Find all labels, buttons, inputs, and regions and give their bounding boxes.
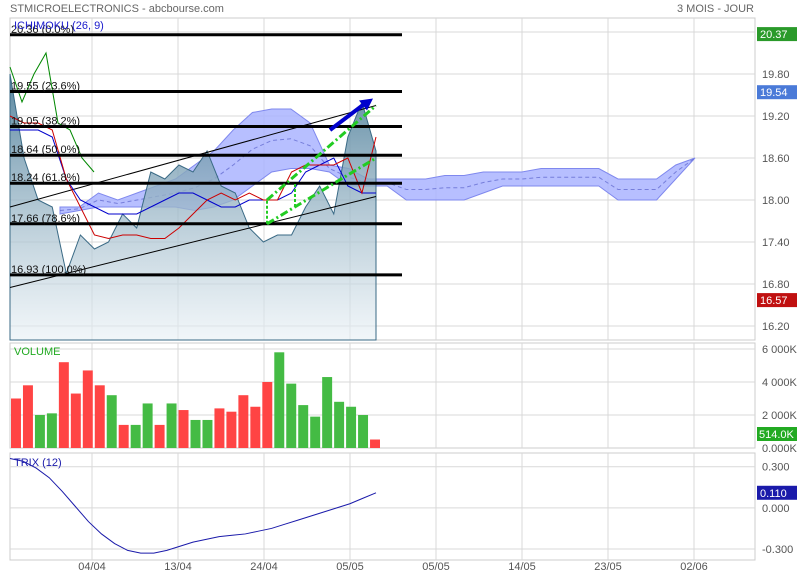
ichimoku-title: ICHIMOKU (26, 9) bbox=[14, 20, 104, 32]
volume-bar bbox=[82, 370, 93, 448]
x-axis-tick: 05/05 bbox=[422, 561, 450, 573]
chart-source-title: STMICROELECTRONICS - abcbourse.com bbox=[10, 3, 224, 15]
trix-axis-tick: 0.000 bbox=[762, 503, 790, 515]
x-axis-tick: 23/05 bbox=[594, 561, 622, 573]
x-axis-tick: 13/04 bbox=[164, 561, 192, 573]
volume-bar bbox=[334, 401, 345, 448]
price-tag bbox=[757, 27, 797, 42]
price-axis-tick: 18.00 bbox=[762, 195, 790, 207]
volume-bar bbox=[118, 424, 129, 448]
volume-bar bbox=[346, 406, 357, 448]
trix-tag-label: 0.110 bbox=[760, 488, 787, 500]
volume-bar bbox=[190, 419, 201, 448]
volume-bar bbox=[70, 393, 81, 448]
x-axis-tick: 24/04 bbox=[250, 561, 278, 573]
volume-bar bbox=[274, 352, 285, 448]
fibonacci-label: 17.66 (78.6%) bbox=[11, 213, 80, 225]
trix-tag bbox=[757, 485, 797, 500]
price-tag bbox=[757, 85, 797, 100]
price-axis-tick: 19.80 bbox=[762, 69, 790, 81]
price-axis-tick: 17.40 bbox=[762, 237, 790, 249]
volume-bar bbox=[322, 377, 333, 448]
volume-bar bbox=[370, 439, 380, 448]
green-channel-lower bbox=[266, 156, 377, 226]
x-axis-tick: 02/06 bbox=[680, 561, 708, 573]
volume-bar bbox=[238, 395, 249, 448]
kijun-line bbox=[10, 129, 376, 215]
chart-period-label: 3 MOIS - JOUR bbox=[676, 3, 754, 15]
volume-bar bbox=[250, 406, 261, 448]
price-axis-tick: 18.60 bbox=[762, 153, 790, 165]
volume-bar bbox=[142, 403, 153, 448]
volume-bar bbox=[154, 424, 165, 448]
volume-bar bbox=[34, 415, 45, 448]
trix-panel-frame bbox=[9, 452, 756, 561]
volume-axis-tick: 2 000K bbox=[762, 410, 798, 422]
price-tag-label: 16.57 bbox=[760, 295, 788, 307]
volume-bar bbox=[298, 405, 309, 448]
volume-bar bbox=[178, 410, 189, 448]
fibonacci-label: 16.93 (100.0%) bbox=[11, 264, 86, 276]
volume-bar bbox=[358, 415, 369, 448]
volume-bar bbox=[46, 413, 57, 448]
volume-tag bbox=[757, 427, 797, 441]
trix-axis-tick: -0.300 bbox=[762, 544, 793, 556]
volume-bar bbox=[130, 424, 141, 448]
price-axis-tick: 16.80 bbox=[762, 279, 790, 291]
x-axis-tick: 04/04 bbox=[78, 561, 106, 573]
volume-bar bbox=[94, 385, 105, 448]
volume-bar bbox=[106, 395, 117, 448]
volume-bar bbox=[58, 362, 69, 448]
volume-tag-label: 514.0K bbox=[759, 429, 795, 441]
volume-axis-tick: 6 000K bbox=[762, 344, 798, 356]
volume-bar bbox=[214, 408, 225, 448]
fibonacci-label: 19.55 (23.6%) bbox=[11, 81, 80, 93]
volume-bar bbox=[286, 383, 297, 448]
price-axis-tick: 16.20 bbox=[762, 321, 790, 333]
chikou-line bbox=[9, 51, 95, 173]
fibonacci-label: 18.64 (50.0%) bbox=[11, 144, 80, 156]
volume-bar bbox=[11, 398, 21, 448]
price-tag-label: 20.37 bbox=[760, 29, 788, 41]
x-axis-tick: 14/05 bbox=[508, 561, 536, 573]
trix-line bbox=[9, 457, 377, 554]
volume-bar bbox=[310, 416, 321, 448]
volume-bar bbox=[226, 411, 237, 448]
trend-line-lower bbox=[9, 196, 377, 288]
volume-bar bbox=[22, 385, 33, 448]
trix-title: TRIX (12) bbox=[14, 457, 62, 469]
fibonacci-label: 18.24 (61.8%) bbox=[11, 172, 80, 184]
price-tag-label: 19.54 bbox=[760, 87, 788, 99]
trix-axis-tick: 0.300 bbox=[762, 462, 790, 474]
fibonacci-label: 19.05 (38.2%) bbox=[11, 116, 80, 128]
volume-axis-tick: 0.000K bbox=[762, 443, 798, 455]
blue-arrow-shaft bbox=[328, 101, 367, 132]
volume-bar bbox=[262, 382, 273, 448]
fibonacci-label: 20.36 (0.0%) bbox=[11, 24, 74, 36]
volume-title: VOLUME bbox=[14, 346, 60, 358]
volume-bar bbox=[166, 403, 177, 448]
price-tag bbox=[757, 293, 797, 308]
volume-bar bbox=[202, 419, 213, 448]
x-axis-tick: 05/05 bbox=[336, 561, 364, 573]
blue-arrow-head bbox=[359, 98, 373, 111]
volume-axis-tick: 4 000K bbox=[762, 377, 798, 389]
tenkan-line bbox=[9, 115, 377, 240]
price-axis-tick: 19.20 bbox=[762, 111, 790, 123]
